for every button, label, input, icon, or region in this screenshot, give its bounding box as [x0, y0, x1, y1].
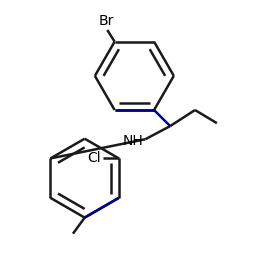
- Text: NH: NH: [123, 134, 144, 148]
- Text: Br: Br: [98, 14, 114, 28]
- Text: Cl: Cl: [88, 151, 101, 165]
